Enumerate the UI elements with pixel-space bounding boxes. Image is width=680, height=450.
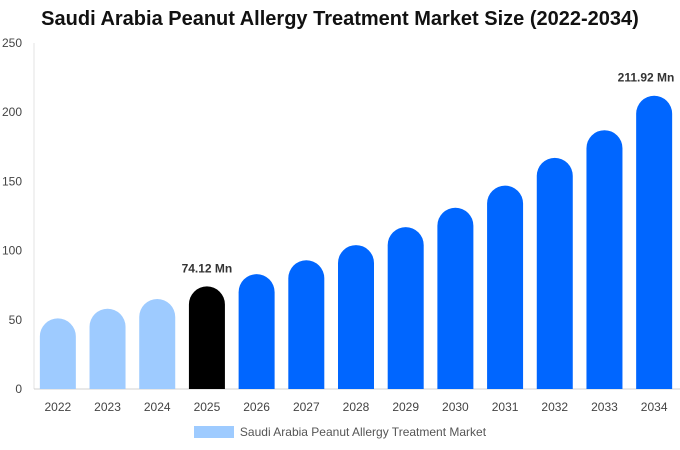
- legend-swatch: [193, 426, 234, 438]
- bar: [437, 207, 474, 389]
- x-tick-label: 2029: [392, 400, 419, 414]
- x-tick-label: 2033: [591, 400, 618, 414]
- bar: [338, 245, 374, 389]
- bar: [487, 185, 524, 389]
- bar: [39, 318, 76, 389]
- data-label: 211.92 Mn: [618, 71, 675, 85]
- x-tick-label: 2032: [541, 400, 568, 414]
- chart-title: Saudi Arabia Peanut Allergy Treatment Ma…: [41, 8, 639, 30]
- bar: [586, 130, 623, 389]
- y-tick-label: 50: [9, 313, 23, 327]
- y-tick-label: 250: [2, 36, 22, 50]
- x-tick-label: 2024: [144, 400, 171, 414]
- bar: [536, 157, 573, 389]
- x-tick-label: 2031: [492, 400, 519, 414]
- chart-data-labels: 74.12 Mn 211.92 Mn: [182, 71, 675, 276]
- x-tick-label: 2025: [194, 400, 221, 414]
- y-tick-label: 0: [15, 382, 22, 396]
- y-tick-label: 200: [2, 105, 22, 119]
- chart-axes: 0 50 100 150 200 250 2022 2023 2024 2025 2026 2027 2…: [2, 36, 680, 414]
- bar: [89, 308, 126, 389]
- bar: [139, 299, 176, 389]
- x-tick-label: 2028: [343, 400, 370, 414]
- bar: [387, 227, 424, 389]
- x-tick-label: 2030: [442, 400, 469, 414]
- y-tick-label: 100: [2, 244, 22, 258]
- data-label: 74.12 Mn: [182, 261, 233, 275]
- bar: [288, 260, 325, 389]
- bar: [238, 274, 275, 389]
- x-tick-label: 2023: [94, 400, 121, 414]
- bar: [636, 95, 673, 389]
- y-tick-label: 150: [2, 174, 22, 188]
- chart-bars: [39, 95, 673, 389]
- chart-legend: Saudi Arabia Peanut Allergy Treatment Ma…: [0, 425, 680, 439]
- bar: [188, 286, 225, 389]
- x-tick-label: 2034: [641, 400, 668, 414]
- x-tick-label: 2022: [44, 400, 71, 414]
- x-tick-label: 2026: [243, 400, 270, 414]
- x-tick-label: 2027: [293, 400, 320, 414]
- legend-label: Saudi Arabia Peanut Allergy Treatment Ma…: [239, 425, 487, 439]
